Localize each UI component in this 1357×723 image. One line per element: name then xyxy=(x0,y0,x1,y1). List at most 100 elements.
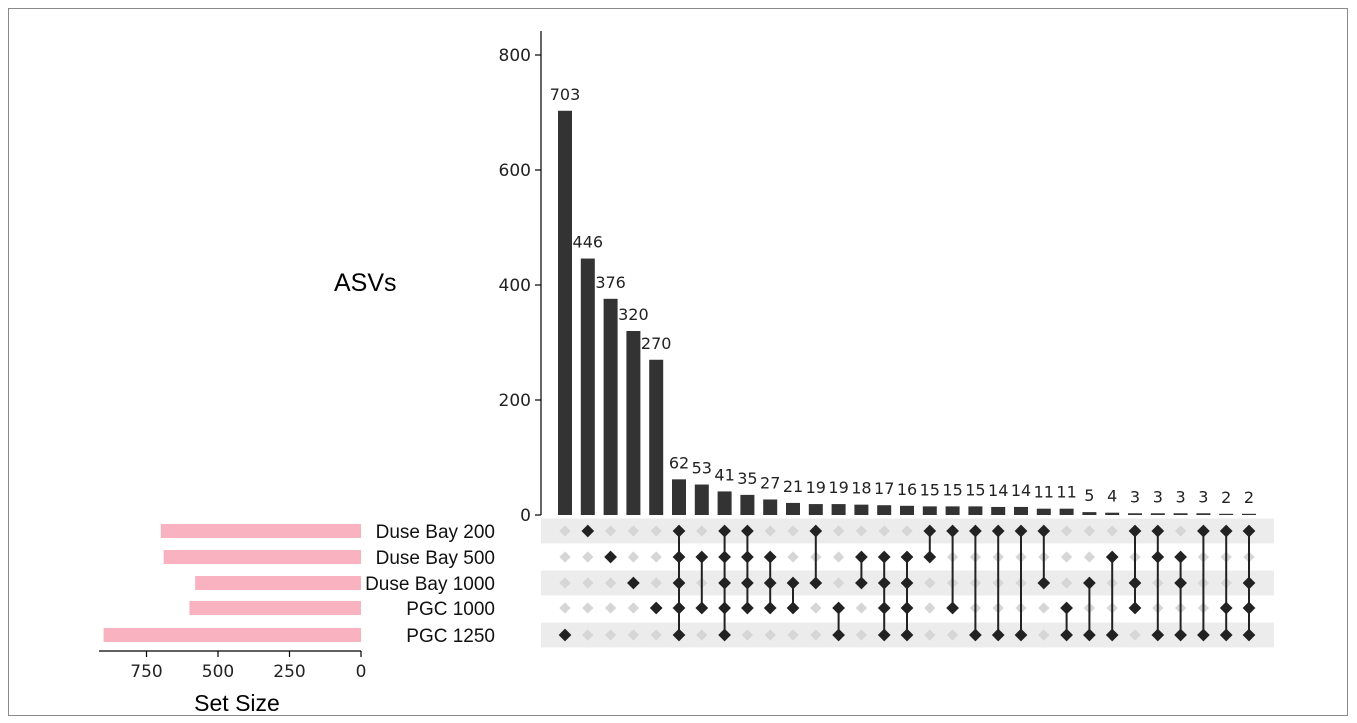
matrix-dot-empty xyxy=(650,551,662,563)
matrix-dot-filled xyxy=(877,601,891,615)
matrix-dot-filled xyxy=(1242,601,1256,615)
y-axis: 0 200 400 600 800 xyxy=(499,31,542,526)
matrix-dot-filled xyxy=(1105,550,1119,564)
matrix-dot-filled xyxy=(1174,550,1187,564)
set-size-tick-label: 250 xyxy=(273,662,305,682)
matrix-dot-empty xyxy=(559,525,571,537)
intersection-bar-label: 446 xyxy=(573,233,604,252)
intersection-bar-label: 3 xyxy=(1198,487,1208,506)
matrix-dot-empty xyxy=(559,602,571,614)
matrix-dot-empty xyxy=(764,629,776,641)
matrix-dot-empty xyxy=(627,602,640,614)
intersection-bar-label: 2 xyxy=(1244,488,1254,507)
y-tick-label: 600 xyxy=(499,161,531,181)
matrix-dot-empty xyxy=(559,551,571,563)
intersection-bar xyxy=(1196,513,1211,515)
matrix-dot-filled xyxy=(1151,550,1165,564)
matrix-dot-empty xyxy=(810,629,822,641)
intersection-bar-label: 703 xyxy=(550,85,581,104)
matrix-dot-filled xyxy=(649,601,663,615)
intersection-bar-label: 21 xyxy=(783,477,803,496)
intersection-bar xyxy=(877,505,892,515)
matrix-dot-empty xyxy=(627,629,640,641)
matrix-dot-filled xyxy=(763,601,777,615)
intersection-bar xyxy=(1150,513,1165,515)
upset-figure: 703 446 376 320 270 62 53 41 35 27 21 19 19 18 17 16 15 1… xyxy=(8,8,1348,716)
intersection-bar-label: 376 xyxy=(595,273,626,292)
set-size-tick-label: 0 xyxy=(356,662,367,682)
intersection-bar-label: 3 xyxy=(1176,487,1186,506)
matrix-dot-filled xyxy=(1060,601,1073,615)
intersection-bars xyxy=(558,110,1256,516)
set-size-bar xyxy=(189,601,361,615)
intersection-bar xyxy=(672,479,686,515)
matrix-dot-empty xyxy=(582,602,594,614)
y-tick-label: 200 xyxy=(499,391,531,411)
intersection-bar xyxy=(763,499,778,515)
intersection-bar-label: 62 xyxy=(669,453,689,472)
set-size-tick-label: 500 xyxy=(202,662,234,682)
intersection-bar-label: 19 xyxy=(828,478,848,497)
intersection-bar xyxy=(991,506,1006,515)
set-size-bar xyxy=(195,576,361,590)
intersection-bar-label: 320 xyxy=(618,305,649,324)
intersection-bar-label: 27 xyxy=(760,473,780,492)
intersection-bar-label: 5 xyxy=(1084,486,1094,505)
matrix-dot-empty xyxy=(696,525,708,537)
intersection-bar-label: 41 xyxy=(714,465,734,484)
intersection-bar xyxy=(922,506,937,515)
matrix-dot-empty xyxy=(627,525,640,537)
matrix-dot-filled xyxy=(718,601,731,615)
matrix-dot-empty xyxy=(1038,602,1050,614)
intersection-bar-label: 3 xyxy=(1130,487,1140,506)
matrix-dot-empty xyxy=(741,629,754,641)
intersection-bar xyxy=(1219,513,1234,515)
matrix-dot-filled xyxy=(1128,601,1142,615)
matrix-dot-filled xyxy=(832,601,845,615)
intersection-bar-label: 35 xyxy=(737,469,757,488)
y-tick-label: 400 xyxy=(499,276,531,296)
intersection-bar xyxy=(1242,513,1256,515)
matrix-dot-empty xyxy=(832,577,845,589)
y-axis-label: ASVs xyxy=(334,269,397,297)
intersection-bar xyxy=(1036,508,1051,515)
matrix-dot-filled xyxy=(923,550,937,564)
set-label: Duse Bay 1000 xyxy=(365,574,495,595)
matrix-dot-empty xyxy=(582,551,594,563)
matrix-dot-filled xyxy=(672,550,686,564)
matrix-dot-empty xyxy=(901,525,913,537)
intersection-bar-label: 15 xyxy=(942,480,962,499)
set-label: Duse Bay 200 xyxy=(376,522,495,543)
matrix-dot-empty xyxy=(832,525,845,537)
matrix-dot-empty xyxy=(832,551,845,563)
set-size-tick-label: 750 xyxy=(130,662,162,682)
matrix-dot-empty xyxy=(855,525,868,537)
matrix-dot-empty xyxy=(764,525,776,537)
matrix-dot-filled xyxy=(741,550,754,564)
matrix-dot-empty xyxy=(878,525,890,537)
intersection-bar-label: 53 xyxy=(692,459,712,478)
matrix-dot-empty xyxy=(650,525,662,537)
intersection-bar-label: 3 xyxy=(1153,487,1163,506)
matrix-dot-empty xyxy=(1060,577,1073,589)
intersection-bar xyxy=(1128,513,1142,515)
intersection-bar-label: 2 xyxy=(1221,488,1231,507)
matrix-dot-empty xyxy=(604,577,617,589)
matrix-dot-filled xyxy=(855,550,868,564)
intersection-bar xyxy=(1082,512,1097,515)
matrix-dot-empty xyxy=(855,629,868,641)
set-label: PGC 1250 xyxy=(406,626,495,647)
set-label: PGC 1000 xyxy=(406,599,495,620)
matrix-dot-empty xyxy=(924,629,936,641)
matrix-dot-empty xyxy=(1129,629,1141,641)
matrix-dot-filled xyxy=(763,550,777,564)
set-size-bar xyxy=(163,550,361,564)
intersection-bar xyxy=(854,504,869,515)
matrix-dot-empty xyxy=(810,602,822,614)
intersection-bar xyxy=(558,110,572,516)
intersection-bar xyxy=(1173,513,1188,515)
matrix-dot-empty xyxy=(650,629,662,641)
set-size-bar xyxy=(160,524,361,538)
